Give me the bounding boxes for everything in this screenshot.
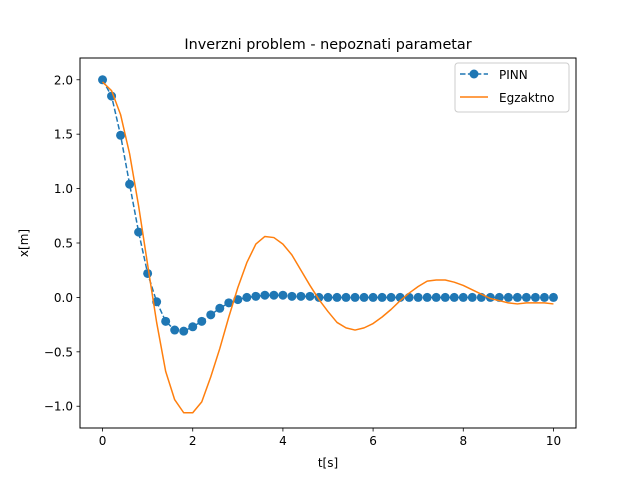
pinn-point [333, 293, 342, 302]
pinn-point [549, 293, 558, 302]
pinn-point [125, 180, 134, 189]
x-axis-label: t[s] [318, 456, 338, 470]
legend-pinn-label: PINN [499, 68, 528, 82]
x-tick-label: 10 [546, 434, 561, 448]
y-tick-label: 0.5 [54, 237, 73, 251]
pinn-point [360, 293, 369, 302]
x-tick-label: 4 [279, 434, 287, 448]
pinn-point [188, 322, 197, 331]
pinn-point [513, 293, 522, 302]
pinn-point [351, 293, 360, 302]
pinn-point [459, 293, 468, 302]
legend-pinn-marker [470, 70, 479, 79]
pinn-point [369, 293, 378, 302]
pinn-point [242, 293, 251, 302]
pinn-point [143, 269, 152, 278]
legend: PINN Egzaktno [455, 63, 569, 112]
pinn-point [540, 293, 549, 302]
x-tick-label: 6 [369, 434, 377, 448]
pinn-point [197, 317, 206, 326]
pinn-point [405, 293, 414, 302]
pinn-point [342, 293, 351, 302]
y-tick-label: 0.0 [54, 291, 73, 305]
pinn-point [305, 292, 314, 301]
pinn-point [387, 293, 396, 302]
y-tick-label: 2.0 [54, 73, 73, 87]
y-tick-label: −0.5 [44, 345, 73, 359]
pinn-point [432, 293, 441, 302]
y-tick-label: 1.0 [54, 182, 73, 196]
pinn-point [278, 291, 287, 300]
y-tick-label: −1.0 [44, 400, 73, 414]
pinn-point [116, 131, 125, 140]
pinn-point [296, 292, 305, 301]
pinn-point [215, 304, 224, 313]
pinn-point [251, 292, 260, 301]
x-tick-label: 0 [99, 434, 107, 448]
pinn-point [260, 291, 269, 300]
chart-title: Inverzni problem - nepoznati parametar [184, 37, 471, 53]
y-axis-label: x[m] [17, 229, 31, 257]
pinn-point [423, 293, 432, 302]
pinn-point [161, 317, 170, 326]
pinn-point [269, 291, 278, 300]
x-tick-label: 2 [189, 434, 197, 448]
pinn-point [468, 293, 477, 302]
pinn-point [522, 293, 531, 302]
pinn-point [287, 292, 296, 301]
pinn-point [170, 326, 179, 335]
pinn-point [414, 293, 423, 302]
pinn-point [531, 293, 540, 302]
pinn-point [378, 293, 387, 302]
y-tick-label: 1.5 [54, 128, 73, 142]
x-tick-label: 8 [459, 434, 467, 448]
pinn-point [450, 293, 459, 302]
pinn-point [504, 293, 513, 302]
pinn-point [179, 327, 188, 336]
pinn-point [324, 293, 333, 302]
pinn-point [206, 310, 215, 319]
pinn-point [441, 293, 450, 302]
legend-egzaktno-label: Egzaktno [499, 91, 554, 105]
